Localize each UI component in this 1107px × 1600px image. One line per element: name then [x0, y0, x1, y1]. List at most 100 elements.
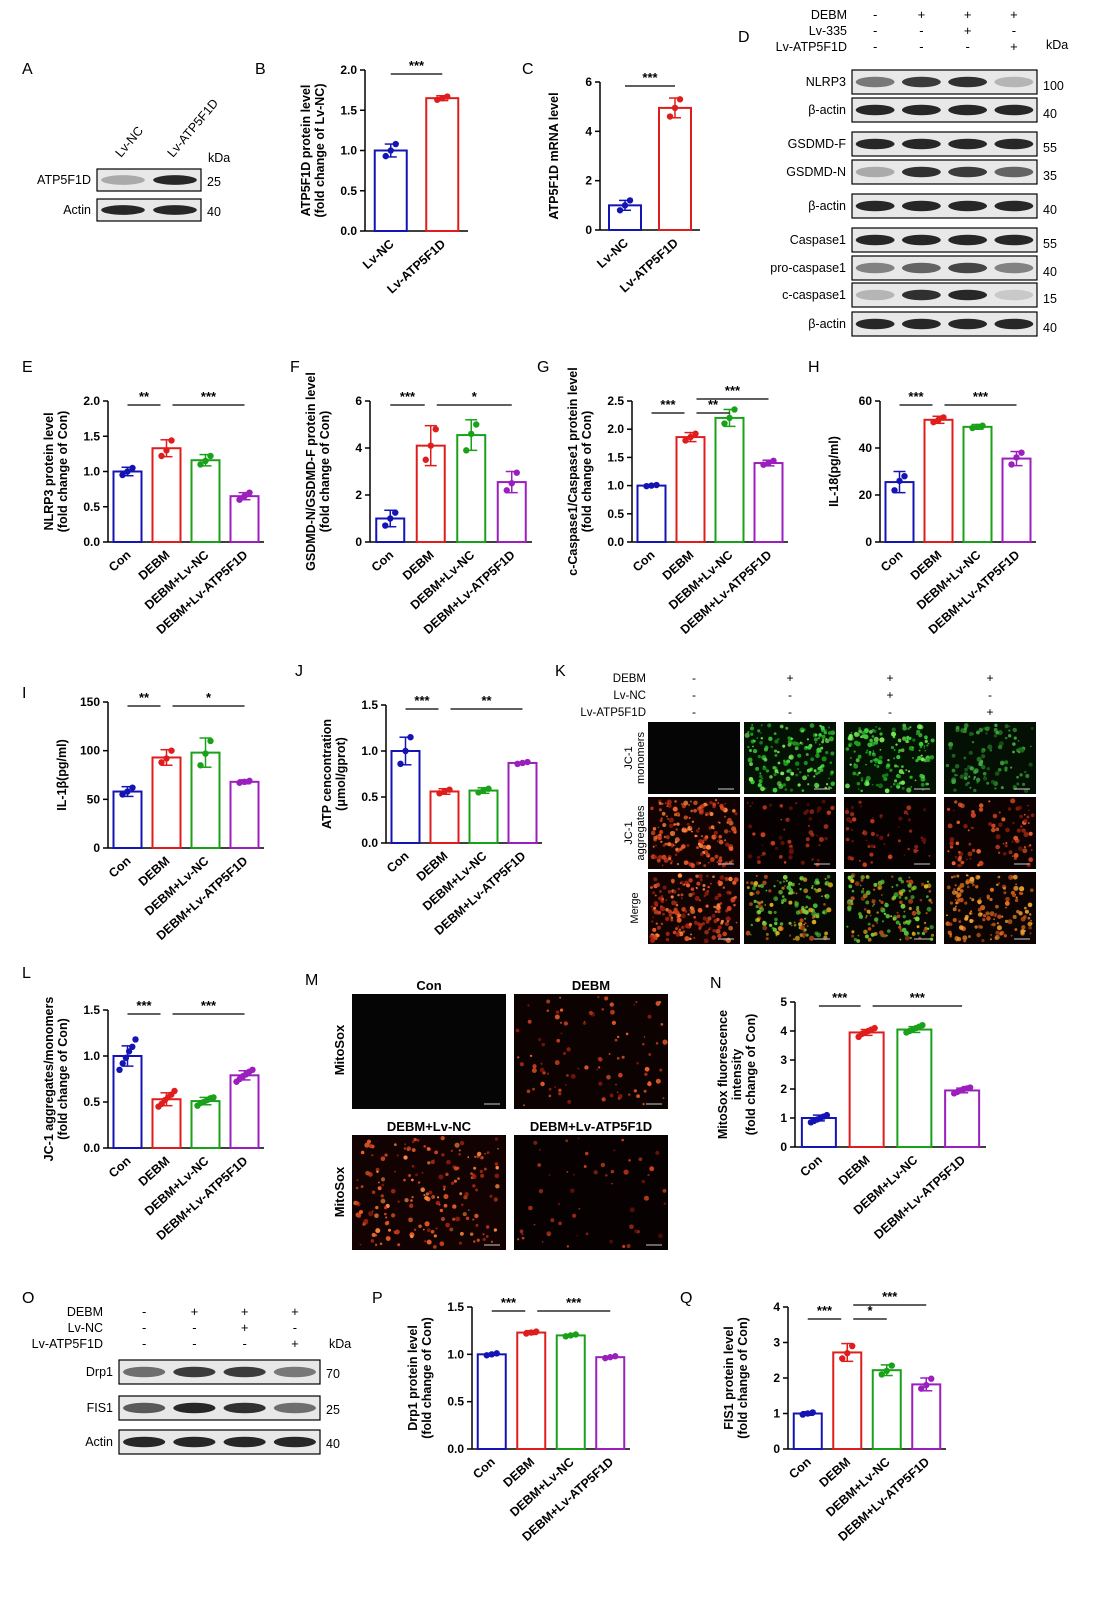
data-point [125, 1048, 133, 1055]
cell-spot [782, 759, 786, 763]
treatment-label: DEBM [67, 1305, 103, 1319]
cell-spot [875, 833, 879, 837]
cell-spot [789, 788, 794, 792]
cell-spot [945, 763, 950, 768]
cell-spot [652, 927, 657, 933]
cell-spot [981, 749, 985, 754]
cell-spot [391, 1213, 396, 1218]
cell-spot [1003, 886, 1007, 890]
cell-spot [820, 764, 825, 768]
data-point [246, 777, 253, 785]
cell-spot [920, 754, 923, 757]
significance-label: * [472, 389, 478, 404]
cell-spot [778, 889, 783, 895]
cell-spot [788, 900, 793, 905]
cell-spot [778, 854, 783, 859]
cell-spot [550, 1218, 555, 1223]
cell-spot [868, 730, 873, 734]
kda-label: 70 [326, 1367, 340, 1381]
cell-spot [674, 823, 677, 826]
y-tick-label: 0 [773, 1442, 780, 1456]
cell-spot [652, 934, 657, 940]
cell-spot [677, 887, 681, 891]
bar [507, 761, 538, 845]
blot-row-label: NLRP3 [806, 75, 846, 89]
cell-spot [867, 742, 873, 748]
cell-spot [824, 836, 828, 841]
cell-spot [965, 874, 969, 877]
cell-spot [890, 745, 895, 750]
cell-spot [667, 909, 673, 914]
cell-spot [517, 1238, 520, 1241]
data-point [974, 423, 981, 431]
blot-band [948, 138, 988, 150]
cell-spot [904, 935, 910, 941]
cell-spot [904, 896, 908, 900]
kda-label: 40 [1043, 107, 1057, 121]
data-point [653, 481, 660, 489]
cell-spot [1014, 928, 1018, 931]
cell-spot [654, 894, 657, 897]
cell-spot [714, 910, 718, 913]
cell-spot [788, 891, 792, 895]
cell-spot [978, 807, 984, 812]
cell-spot [495, 1184, 500, 1189]
cell-spot [748, 748, 753, 753]
data-point [844, 1349, 851, 1357]
cell-spot [690, 933, 692, 936]
cell-spot [695, 829, 700, 833]
data-point [434, 96, 441, 103]
cell-spot [765, 889, 768, 892]
cell-spot [977, 899, 982, 905]
cell-spot [540, 1081, 545, 1087]
data-point [493, 1350, 500, 1357]
y-axis-label: (fold change of Con) [56, 1018, 70, 1140]
cell-spot [849, 763, 852, 766]
cell-spot [922, 789, 924, 791]
y-tick-label: 1 [780, 1111, 787, 1125]
cell-spot [765, 937, 769, 941]
cell-spot [951, 779, 956, 785]
y-tick-label: 1.0 [361, 744, 378, 758]
x-tick-label: DEBM [836, 1153, 873, 1188]
cell-spot [993, 727, 998, 732]
cell-spot [659, 1068, 663, 1072]
cell-spot [671, 912, 673, 914]
cell-spot [927, 927, 930, 930]
panel-letter: E [22, 359, 33, 376]
cell-spot [460, 1203, 464, 1207]
cell-spot [774, 921, 778, 926]
cell-spot [995, 834, 1001, 840]
y-tick-label: 40 [859, 441, 873, 455]
cell-spot [1012, 750, 1015, 754]
cell-spot [916, 733, 918, 735]
treatment-sign: + [1010, 7, 1018, 22]
cell-spot [993, 734, 998, 738]
cell-spot [459, 1140, 465, 1146]
cell-spot [432, 1159, 435, 1161]
cell-spot [802, 932, 807, 937]
blot-band [948, 166, 988, 178]
blot-band [223, 1402, 266, 1414]
y-axis-label: GSDMD-N/GSDMD-F protein level [304, 372, 318, 571]
treatment-sign: - [919, 39, 923, 54]
cell-spot [490, 1240, 494, 1243]
cell-spot [891, 727, 896, 732]
cell-spot [458, 1149, 461, 1152]
cell-spot [693, 800, 698, 806]
cell-spot [817, 736, 821, 740]
cell-spot [963, 823, 968, 829]
cell-spot [660, 899, 665, 904]
cell-spot [808, 908, 811, 911]
cell-spot [899, 938, 902, 941]
cell-spot [994, 787, 997, 790]
blot-band [123, 1436, 166, 1448]
micrograph-tile [944, 797, 1036, 869]
cell-spot [744, 732, 750, 738]
cell-spot [688, 803, 691, 806]
cell-spot [823, 824, 829, 829]
cell-spot [869, 914, 872, 917]
cell-spot [662, 1188, 667, 1193]
cell-spot [473, 1166, 477, 1170]
